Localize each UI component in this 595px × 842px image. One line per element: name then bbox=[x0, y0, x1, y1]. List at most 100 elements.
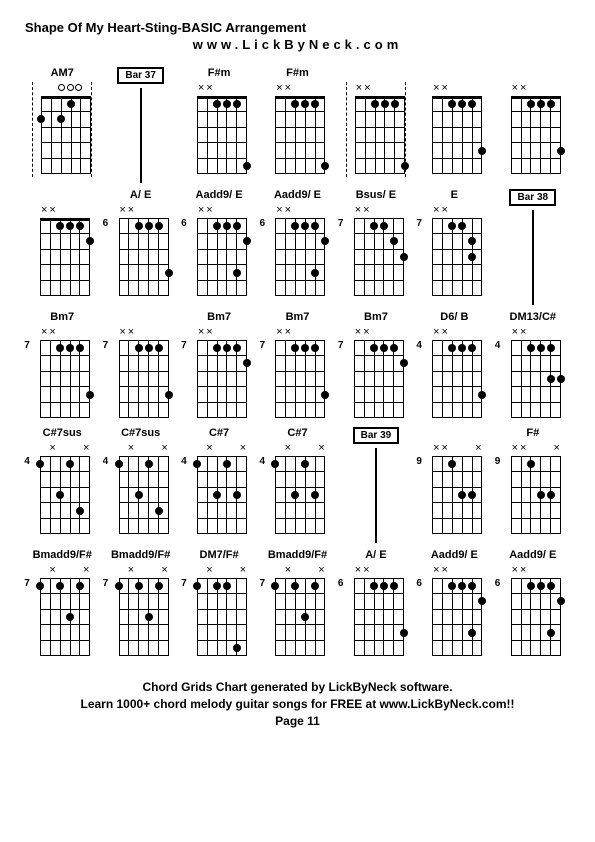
string-markers bbox=[432, 204, 482, 218]
string-markers bbox=[511, 564, 561, 578]
string-markers bbox=[432, 326, 482, 340]
finger-dot bbox=[155, 507, 163, 515]
chord-diagram-cell: Aadd9/ E6 bbox=[496, 549, 570, 659]
chord-name-label: Aadd9/ E bbox=[274, 189, 321, 204]
finger-dot bbox=[291, 491, 299, 499]
chord-diagram-cell: Aadd9/ E6 bbox=[182, 189, 256, 305]
fretboard bbox=[197, 456, 247, 534]
chord-diagram: 6 bbox=[424, 564, 484, 659]
fret-number: 7 bbox=[181, 340, 187, 351]
bar-marker: Bar 38 bbox=[496, 189, 570, 305]
fretboard bbox=[197, 578, 247, 656]
fret-number: 6 bbox=[416, 578, 422, 589]
chord-diagram-cell: F#m bbox=[260, 67, 334, 183]
chord-diagram: 7 bbox=[189, 326, 249, 421]
chord-name-label: Bm7 bbox=[286, 311, 310, 326]
footer-page: Page 11 bbox=[25, 713, 570, 730]
finger-dot bbox=[233, 344, 241, 352]
chord-name-label: C#7sus bbox=[121, 427, 160, 442]
chord-name-label: F#m bbox=[286, 67, 309, 82]
finger-dot bbox=[380, 222, 388, 230]
finger-dot bbox=[448, 222, 456, 230]
finger-dot bbox=[213, 491, 221, 499]
finger-dot bbox=[271, 582, 279, 590]
finger-dot bbox=[233, 269, 241, 277]
fret-number: 7 bbox=[181, 578, 187, 589]
fretboard bbox=[119, 218, 169, 296]
finger-dot bbox=[547, 491, 555, 499]
fretboard bbox=[511, 340, 561, 418]
chord-diagram-cell: DM13/C#4 bbox=[496, 311, 570, 421]
finger-dot bbox=[468, 253, 476, 261]
chord-diagram: 6 bbox=[267, 204, 327, 299]
finger-dot bbox=[76, 507, 84, 515]
bar-marker: Bar 39 bbox=[339, 427, 413, 543]
finger-dot bbox=[213, 100, 221, 108]
finger-dot bbox=[223, 100, 231, 108]
chord-diagram-cell: Bm77 bbox=[260, 311, 334, 421]
fret-number: 7 bbox=[338, 340, 344, 351]
finger-dot bbox=[223, 344, 231, 352]
finger-dot bbox=[557, 597, 565, 605]
chord-diagram-cell: F#9 bbox=[496, 427, 570, 543]
fretboard bbox=[432, 456, 482, 534]
finger-dot bbox=[233, 644, 241, 652]
chord-name-label: C#7sus bbox=[43, 427, 82, 442]
finger-dot bbox=[380, 582, 388, 590]
string-markers bbox=[432, 442, 482, 456]
finger-dot bbox=[233, 222, 241, 230]
chord-diagram: 6 bbox=[346, 564, 406, 659]
chord-diagram-cell: Aadd9/ E6 bbox=[260, 189, 334, 305]
finger-dot bbox=[193, 582, 201, 590]
finger-dot bbox=[193, 460, 201, 468]
footer-text: Chord Grids Chart generated by LickByNec… bbox=[25, 679, 570, 729]
finger-dot bbox=[547, 375, 555, 383]
finger-dot bbox=[291, 100, 299, 108]
chord-diagram-cell: A/ E6 bbox=[339, 549, 413, 659]
fret-number: 9 bbox=[416, 456, 422, 467]
finger-dot bbox=[458, 344, 466, 352]
chord-diagram: 4 bbox=[111, 442, 171, 537]
finger-dot bbox=[155, 582, 163, 590]
finger-dot bbox=[527, 344, 535, 352]
finger-dot bbox=[301, 613, 309, 621]
fretboard bbox=[511, 456, 561, 534]
string-markers bbox=[119, 326, 169, 340]
finger-dot bbox=[537, 582, 545, 590]
finger-dot bbox=[243, 359, 251, 367]
finger-dot bbox=[223, 222, 231, 230]
finger-dot bbox=[301, 100, 309, 108]
string-markers bbox=[197, 82, 247, 96]
chord-name-label: Bm7 bbox=[207, 311, 231, 326]
finger-dot bbox=[547, 344, 555, 352]
string-markers bbox=[197, 326, 247, 340]
fretboard bbox=[41, 96, 91, 174]
fret-number: 7 bbox=[103, 340, 109, 351]
chord-name-label: Bmadd9/F# bbox=[33, 549, 92, 564]
finger-dot bbox=[547, 629, 555, 637]
finger-dot bbox=[557, 375, 565, 383]
finger-dot bbox=[66, 344, 74, 352]
finger-dot bbox=[468, 491, 476, 499]
finger-dot bbox=[36, 582, 44, 590]
finger-dot bbox=[321, 237, 329, 245]
string-markers bbox=[354, 204, 404, 218]
fret-number: 4 bbox=[181, 456, 187, 467]
string-markers bbox=[355, 82, 405, 96]
finger-dot bbox=[448, 582, 456, 590]
finger-dot bbox=[66, 460, 74, 468]
chord-diagram-cell: Bm77 bbox=[339, 311, 413, 421]
finger-dot bbox=[86, 391, 94, 399]
fret-number: 4 bbox=[24, 456, 30, 467]
finger-dot bbox=[56, 344, 64, 352]
fretboard bbox=[275, 578, 325, 656]
finger-dot bbox=[76, 222, 84, 230]
finger-dot bbox=[57, 115, 65, 123]
finger-dot bbox=[381, 100, 389, 108]
chord-diagram: 7 bbox=[32, 326, 92, 421]
song-title: Shape Of My Heart-Sting-BASIC Arrangemen… bbox=[25, 20, 570, 35]
finger-dot bbox=[311, 582, 319, 590]
finger-dot bbox=[67, 100, 75, 108]
finger-dot bbox=[448, 100, 456, 108]
footer-line-1: Chord Grids Chart generated by LickByNec… bbox=[25, 679, 570, 696]
